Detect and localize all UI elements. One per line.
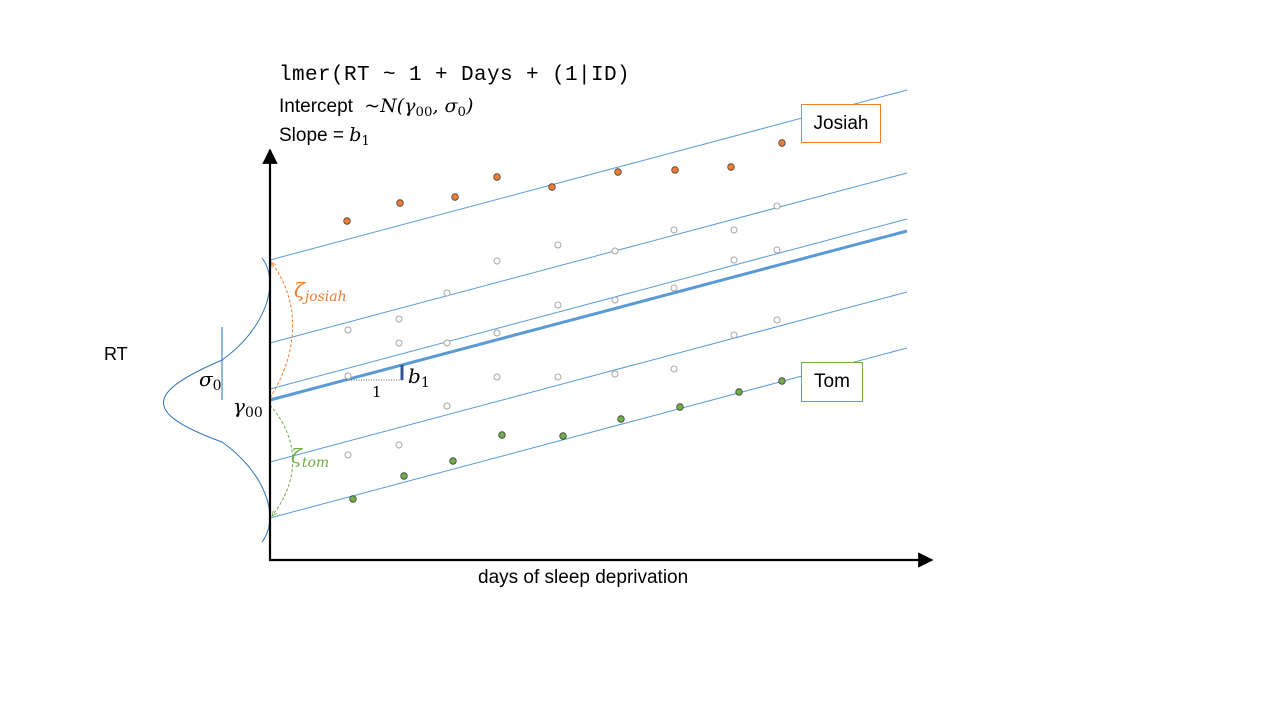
data-point (395, 441, 403, 449)
data-point (395, 339, 403, 347)
data-point (493, 373, 501, 381)
data-point (493, 257, 501, 265)
data-point (344, 326, 352, 334)
josiah-points (343, 139, 786, 225)
intercept-close: ) (466, 95, 474, 117)
josiah-point (493, 173, 501, 181)
tom-point (449, 457, 457, 465)
data-point (493, 329, 501, 337)
zeta-tom-arrow (269, 404, 294, 516)
intercept-label: Intercept (279, 96, 353, 117)
b1-label: b1 (408, 364, 430, 391)
data-point (670, 365, 678, 373)
josiah-point (396, 199, 404, 207)
zeta-tom-symbol: ζ (291, 444, 302, 468)
intercept-rest: , σ (432, 95, 458, 117)
tom-point (676, 403, 684, 411)
josiah-point (343, 217, 351, 225)
data-point (730, 226, 738, 234)
sigma-symbol: σ (199, 367, 213, 391)
data-point (611, 247, 619, 255)
tom-point (617, 415, 625, 423)
tom-point (349, 495, 357, 503)
slope-triangle (346, 365, 404, 381)
gamma-sub: 00 (244, 405, 263, 422)
data-point (344, 451, 352, 459)
josiah-point (727, 163, 735, 171)
tom-label-box: Tom (801, 362, 863, 402)
zeta-josiah-label: ζjosiah (294, 278, 347, 305)
zeta-tom-label: ζtom (291, 444, 329, 471)
data-point (670, 284, 678, 292)
slope-symbol: b1 (349, 124, 370, 149)
zeta-josiah-sub: josiah (304, 289, 347, 306)
gamma-symbol: γ (233, 394, 245, 418)
normal-distribution-curve (163, 257, 271, 543)
tom-point (559, 432, 567, 440)
tom-point (400, 472, 408, 480)
intercept-dist-text: ~N(γ (364, 95, 416, 117)
y-axis-label: RT (104, 344, 128, 364)
b-symbol: b (408, 364, 421, 388)
tom-line (269, 347, 908, 519)
josiah-label-box: Josiah (801, 104, 881, 143)
participant-line (269, 218, 908, 390)
data-point (611, 296, 619, 304)
sigma-sub: 0 (212, 378, 222, 395)
slope-label: Slope = (279, 125, 350, 146)
tom-points (349, 377, 786, 503)
tom-name: Tom (814, 371, 850, 392)
data-point (554, 241, 562, 249)
intercept-distribution: ~N(γ00, σ0) (364, 95, 474, 120)
data-point (773, 316, 781, 324)
intercept-line: Intercept ~N(γ00, σ0) (279, 95, 473, 120)
participant-lines (269, 89, 908, 519)
josiah-line (269, 89, 908, 261)
data-point (443, 289, 451, 297)
data-point (730, 331, 738, 339)
zeta-josiah-arrow (269, 262, 294, 399)
josiah-point (614, 168, 622, 176)
data-point (344, 372, 352, 380)
x-axis-label: days of sleep deprivation (478, 567, 689, 588)
josiah-point (671, 166, 679, 174)
data-point (670, 226, 678, 234)
other-participant-points (344, 202, 781, 459)
josiah-point (778, 139, 786, 147)
slope-sub: 1 (361, 133, 370, 149)
zeta-tom-sub: tom (301, 455, 330, 472)
participant-line (269, 291, 908, 463)
zeta-josiah-symbol: ζ (294, 278, 305, 302)
tom-point (778, 377, 786, 385)
josiah-point (548, 183, 556, 191)
data-point (773, 246, 781, 254)
intercept-sub2: 0 (457, 104, 466, 120)
fixed-effect-line (269, 229, 908, 402)
data-point (554, 373, 562, 381)
participant-line (269, 172, 908, 344)
tom-point (498, 431, 506, 439)
data-point (395, 315, 403, 323)
data-point (443, 402, 451, 410)
josiah-point (451, 193, 459, 201)
sigma-label: σ0 (199, 367, 222, 394)
b-sub: 1 (420, 375, 430, 392)
intercept-sub: 00 (415, 104, 433, 120)
gamma-label: γ00 (233, 394, 263, 421)
data-point (611, 370, 619, 378)
slope-sym-text: b (349, 124, 362, 146)
run-label: 1 (372, 383, 382, 401)
tom-point (735, 388, 743, 396)
slope-line: Slope = b1 (279, 124, 370, 149)
data-point (773, 202, 781, 210)
josiah-name: Josiah (813, 112, 869, 134)
data-point (730, 256, 738, 264)
data-point (443, 339, 451, 347)
model-formula: lmer(RT ~ 1 + Days + (1|ID) (279, 64, 631, 87)
data-point (554, 301, 562, 309)
